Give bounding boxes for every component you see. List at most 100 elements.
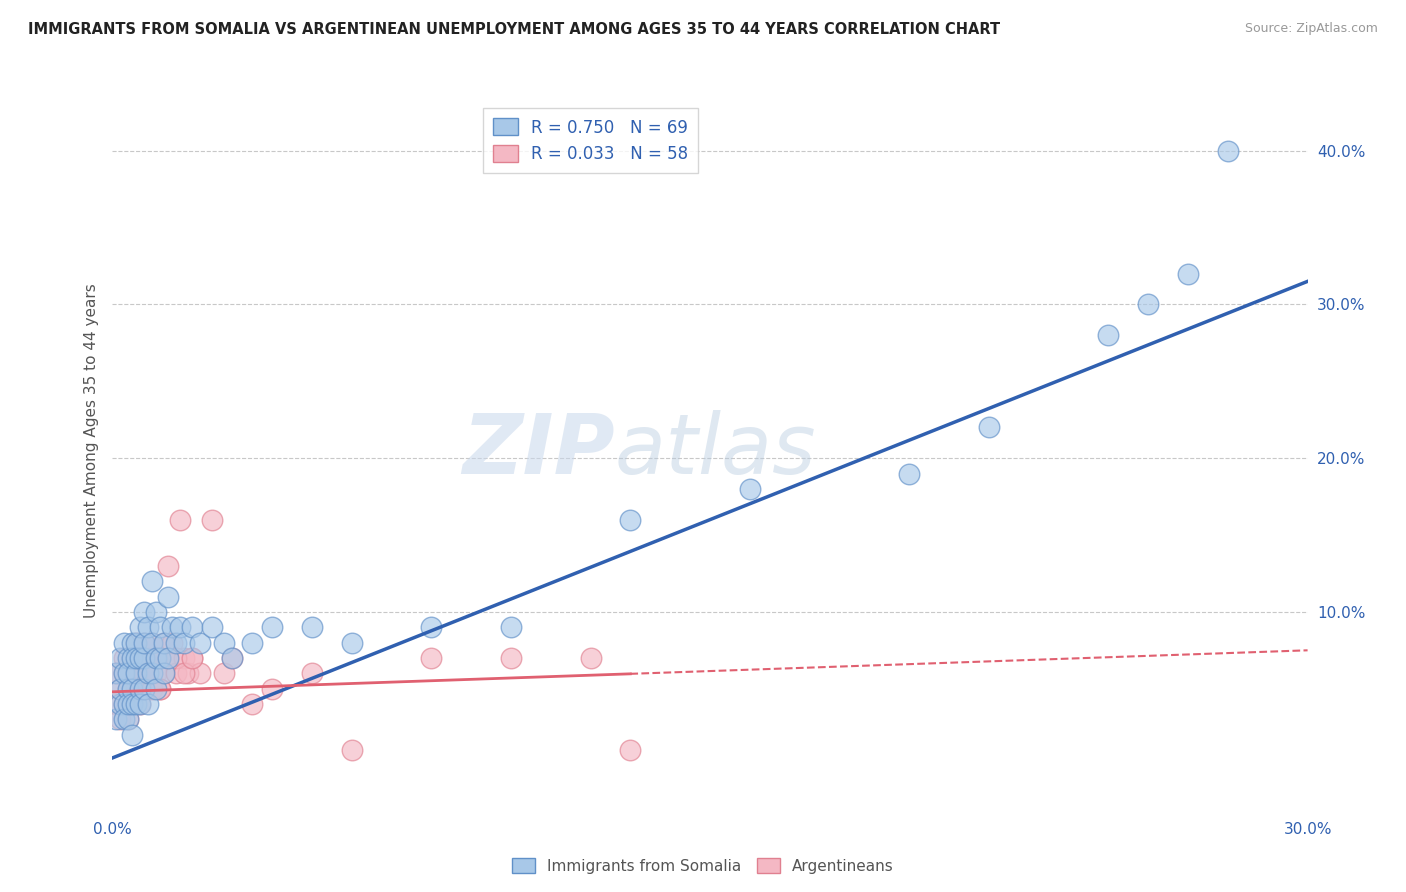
Point [177,666,200,681]
Point [105,713,128,727]
Point [141,574,163,588]
Point [117,666,139,681]
Point [420,620,443,634]
Point [738,482,761,496]
Point [165,635,187,649]
Point [134,681,156,696]
Point [121,697,143,711]
Point [134,635,156,649]
Point [110,681,132,696]
Point [110,713,132,727]
Point [117,651,139,665]
Point [134,651,156,665]
Point [129,651,152,665]
Point [105,666,128,681]
Point [138,620,160,634]
Point [977,420,1000,434]
Point [134,666,156,681]
Point [125,697,148,711]
Point [114,697,135,711]
Point [121,635,143,649]
Point [145,681,167,696]
Point [105,697,128,711]
Point [114,651,135,665]
Point [129,697,152,711]
Point [619,513,641,527]
Point [149,651,172,665]
Point [125,651,148,665]
Point [157,558,180,573]
Point [149,651,172,665]
Point [157,651,180,665]
Point [138,651,160,665]
Point [169,620,191,634]
Text: IMMIGRANTS FROM SOMALIA VS ARGENTINEAN UNEMPLOYMENT AMONG AGES 35 TO 44 YEARS CO: IMMIGRANTS FROM SOMALIA VS ARGENTINEAN U… [28,22,1000,37]
Point [110,651,132,665]
Point [188,666,211,681]
Point [619,743,641,757]
Point [1097,328,1119,343]
Legend: R = 0.750   N = 69, R = 0.033   N = 58: R = 0.750 N = 69, R = 0.033 N = 58 [482,108,699,173]
Point [153,635,176,649]
Point [260,681,283,696]
Point [1216,144,1239,158]
Point [114,713,135,727]
Text: Source: ZipAtlas.com: Source: ZipAtlas.com [1244,22,1378,36]
Point [117,713,139,727]
Point [117,697,139,711]
Point [121,651,143,665]
Point [212,666,235,681]
Point [173,666,195,681]
Point [114,697,135,711]
Point [125,651,148,665]
Point [162,620,183,634]
Point [212,635,235,649]
Y-axis label: Unemployment Among Ages 35 to 44 years: Unemployment Among Ages 35 to 44 years [83,283,98,618]
Point [138,697,160,711]
Point [153,666,176,681]
Point [125,666,148,681]
Point [340,635,363,649]
Point [121,681,143,696]
Point [129,681,152,696]
Point [141,681,163,696]
Point [125,635,148,649]
Point [134,666,156,681]
Point [201,620,224,634]
Point [141,635,163,649]
Point [162,635,183,649]
Point [129,697,152,711]
Point [117,681,139,696]
Point [138,666,160,681]
Point [114,666,135,681]
Point [149,681,172,696]
Point [114,666,135,681]
Point [117,666,139,681]
Point [340,743,363,757]
Point [145,651,167,665]
Point [169,513,191,527]
Point [165,666,187,681]
Point [129,681,152,696]
Text: ZIP: ZIP [461,410,614,491]
Point [110,697,132,711]
Point [125,681,148,696]
Legend: Immigrants from Somalia, Argentineans: Immigrants from Somalia, Argentineans [506,852,900,880]
Point [125,666,148,681]
Point [134,605,156,619]
Point [579,651,602,665]
Point [149,620,172,634]
Point [240,697,263,711]
Point [145,651,167,665]
Point [898,467,921,481]
Point [188,635,211,649]
Point [138,666,160,681]
Point [157,590,180,604]
Point [134,635,156,649]
Point [114,635,135,649]
Point [110,681,132,696]
Point [173,635,195,649]
Point [499,620,522,634]
Point [125,635,148,649]
Point [141,635,163,649]
